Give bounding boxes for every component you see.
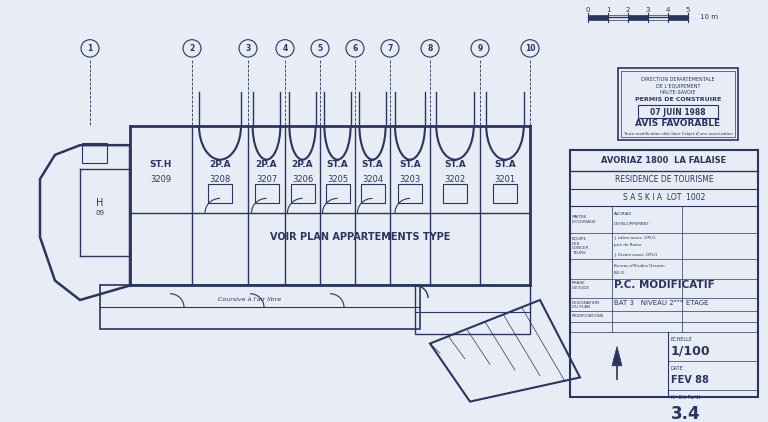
Text: 2: 2 [626, 7, 631, 13]
Text: PHASE
D'ETUDE: PHASE D'ETUDE [572, 281, 590, 290]
Bar [398, 184, 422, 203]
Text: FEV 88: FEV 88 [670, 375, 709, 385]
Text: ST.A: ST.A [444, 160, 466, 169]
Text: 3: 3 [245, 44, 250, 53]
Text: AVORIAZ: AVORIAZ [614, 212, 632, 216]
Text: MAITRE
D'OUVRAGE: MAITRE D'OUVRAGE [572, 215, 597, 224]
Text: 3.4: 3.4 [671, 405, 700, 422]
Bar [415, 285, 530, 334]
Bar [588, 14, 608, 20]
Text: 3208: 3208 [210, 175, 230, 184]
Bar [621, 70, 735, 138]
Text: ST.A: ST.A [399, 160, 421, 169]
Bar [648, 14, 668, 20]
Text: 3201: 3201 [495, 175, 515, 184]
Text: S A S K I A  LOT  1002: S A S K I A LOT 1002 [623, 193, 705, 202]
Bar [360, 184, 385, 203]
Text: 2: 2 [190, 44, 194, 53]
Text: MODIFICATIONS: MODIFICATIONS [572, 314, 604, 319]
Text: 3205: 3205 [327, 175, 348, 184]
Text: AVORIAZ 1800  LA FALAISE: AVORIAZ 1800 LA FALAISE [601, 156, 727, 165]
Text: DE L'EQUIPEMENT: DE L'EQUIPEMENT [656, 84, 700, 89]
Bar [570, 150, 758, 397]
Text: ECHELLE: ECHELLE [670, 337, 693, 342]
Text: AVIS FAVORABLE: AVIS FAVORABLE [635, 119, 720, 128]
Text: 2P.A: 2P.A [256, 160, 277, 169]
Text: 4: 4 [666, 7, 670, 13]
Bar [326, 184, 349, 203]
Text: H: H [96, 198, 104, 208]
Text: 09: 09 [95, 210, 104, 216]
Bar [290, 184, 315, 203]
Text: 3207: 3207 [256, 175, 277, 184]
Text: 3202: 3202 [445, 175, 465, 184]
Text: 3203: 3203 [399, 175, 421, 184]
Text: 4: 4 [283, 44, 288, 53]
Text: DATE: DATE [670, 366, 684, 371]
Text: 3: 3 [646, 7, 650, 13]
Text: 1: 1 [606, 7, 611, 13]
Bar [493, 184, 517, 203]
Text: 1/100: 1/100 [670, 345, 710, 358]
Bar [254, 184, 279, 203]
Text: 07 JUIN 1988: 07 JUIN 1988 [650, 108, 706, 117]
Text: N° DU PLAN: N° DU PLAN [670, 395, 700, 400]
Text: DIRECTION DEPARTEMENTALE: DIRECTION DEPARTEMENTALE [641, 77, 715, 82]
Bar [608, 14, 628, 20]
Text: 7: 7 [387, 44, 392, 53]
Bar [100, 285, 420, 329]
Polygon shape [612, 346, 622, 366]
Text: Toute modification doit faire l'objet d'une autorisation: Toute modification doit faire l'objet d'… [623, 132, 733, 135]
Bar [638, 105, 718, 118]
Text: ST.A: ST.A [362, 160, 383, 169]
Text: 9: 9 [478, 44, 482, 53]
Text: 6: 6 [353, 44, 358, 53]
Text: 8: 8 [427, 44, 432, 53]
Text: J. Labro assoc. DPLG: J. Labro assoc. DPLG [614, 236, 656, 240]
Text: Coursive à l'air libre: Coursive à l'air libre [218, 298, 282, 303]
Text: 10 m: 10 m [700, 14, 718, 20]
Text: 3204: 3204 [362, 175, 383, 184]
Text: 0: 0 [586, 7, 591, 13]
Text: 2P.A: 2P.A [209, 160, 231, 169]
Text: 10: 10 [525, 44, 535, 53]
Text: PERMIS DE CONSTRUIRE: PERMIS DE CONSTRUIRE [635, 97, 721, 102]
Text: prix de Rome: prix de Rome [614, 243, 641, 247]
Bar [208, 184, 232, 203]
Bar [443, 184, 467, 203]
Text: BAT 3   NIVEAU 2ᵉᵐᵉ ETAGE: BAT 3 NIVEAU 2ᵉᵐᵉ ETAGE [614, 300, 709, 306]
Bar [82, 143, 107, 162]
Text: ST.A: ST.A [326, 160, 349, 169]
Text: RESIDENCE DE TOURISME: RESIDENCE DE TOURISME [614, 176, 713, 184]
Text: Bureau d'Etudes Decaen: Bureau d'Etudes Decaen [614, 264, 664, 268]
Text: P.C. MODIFICATIF: P.C. MODIFICATIF [614, 281, 715, 290]
Bar [618, 68, 738, 141]
Text: 2P.A: 2P.A [292, 160, 313, 169]
Text: B.E.D.: B.E.D. [614, 271, 627, 275]
Text: ST.H: ST.H [150, 160, 172, 169]
Text: ST.A: ST.A [494, 160, 516, 169]
Bar [628, 14, 648, 20]
Text: 3206: 3206 [292, 175, 313, 184]
Text: 1: 1 [88, 44, 93, 53]
Text: DESIGNATION
DU PLAN: DESIGNATION DU PLAN [572, 300, 600, 309]
Text: EQUIPE
DES
CONCEP-
TEURS: EQUIPE DES CONCEP- TEURS [572, 237, 591, 255]
Text: 5: 5 [317, 44, 323, 53]
Bar [668, 14, 688, 20]
Text: HAUTE-SAVOIE: HAUTE-SAVOIE [660, 90, 697, 95]
Text: 5: 5 [686, 7, 690, 13]
Text: VOIR PLAN APPARTEMENTS TYPE: VOIR PLAN APPARTEMENTS TYPE [270, 232, 450, 242]
Text: J. Orzoni assoc. DPLG: J. Orzoni assoc. DPLG [614, 252, 657, 257]
Text: DEVELOPPEMENT: DEVELOPPEMENT [614, 222, 650, 225]
Text: 3209: 3209 [151, 175, 171, 184]
